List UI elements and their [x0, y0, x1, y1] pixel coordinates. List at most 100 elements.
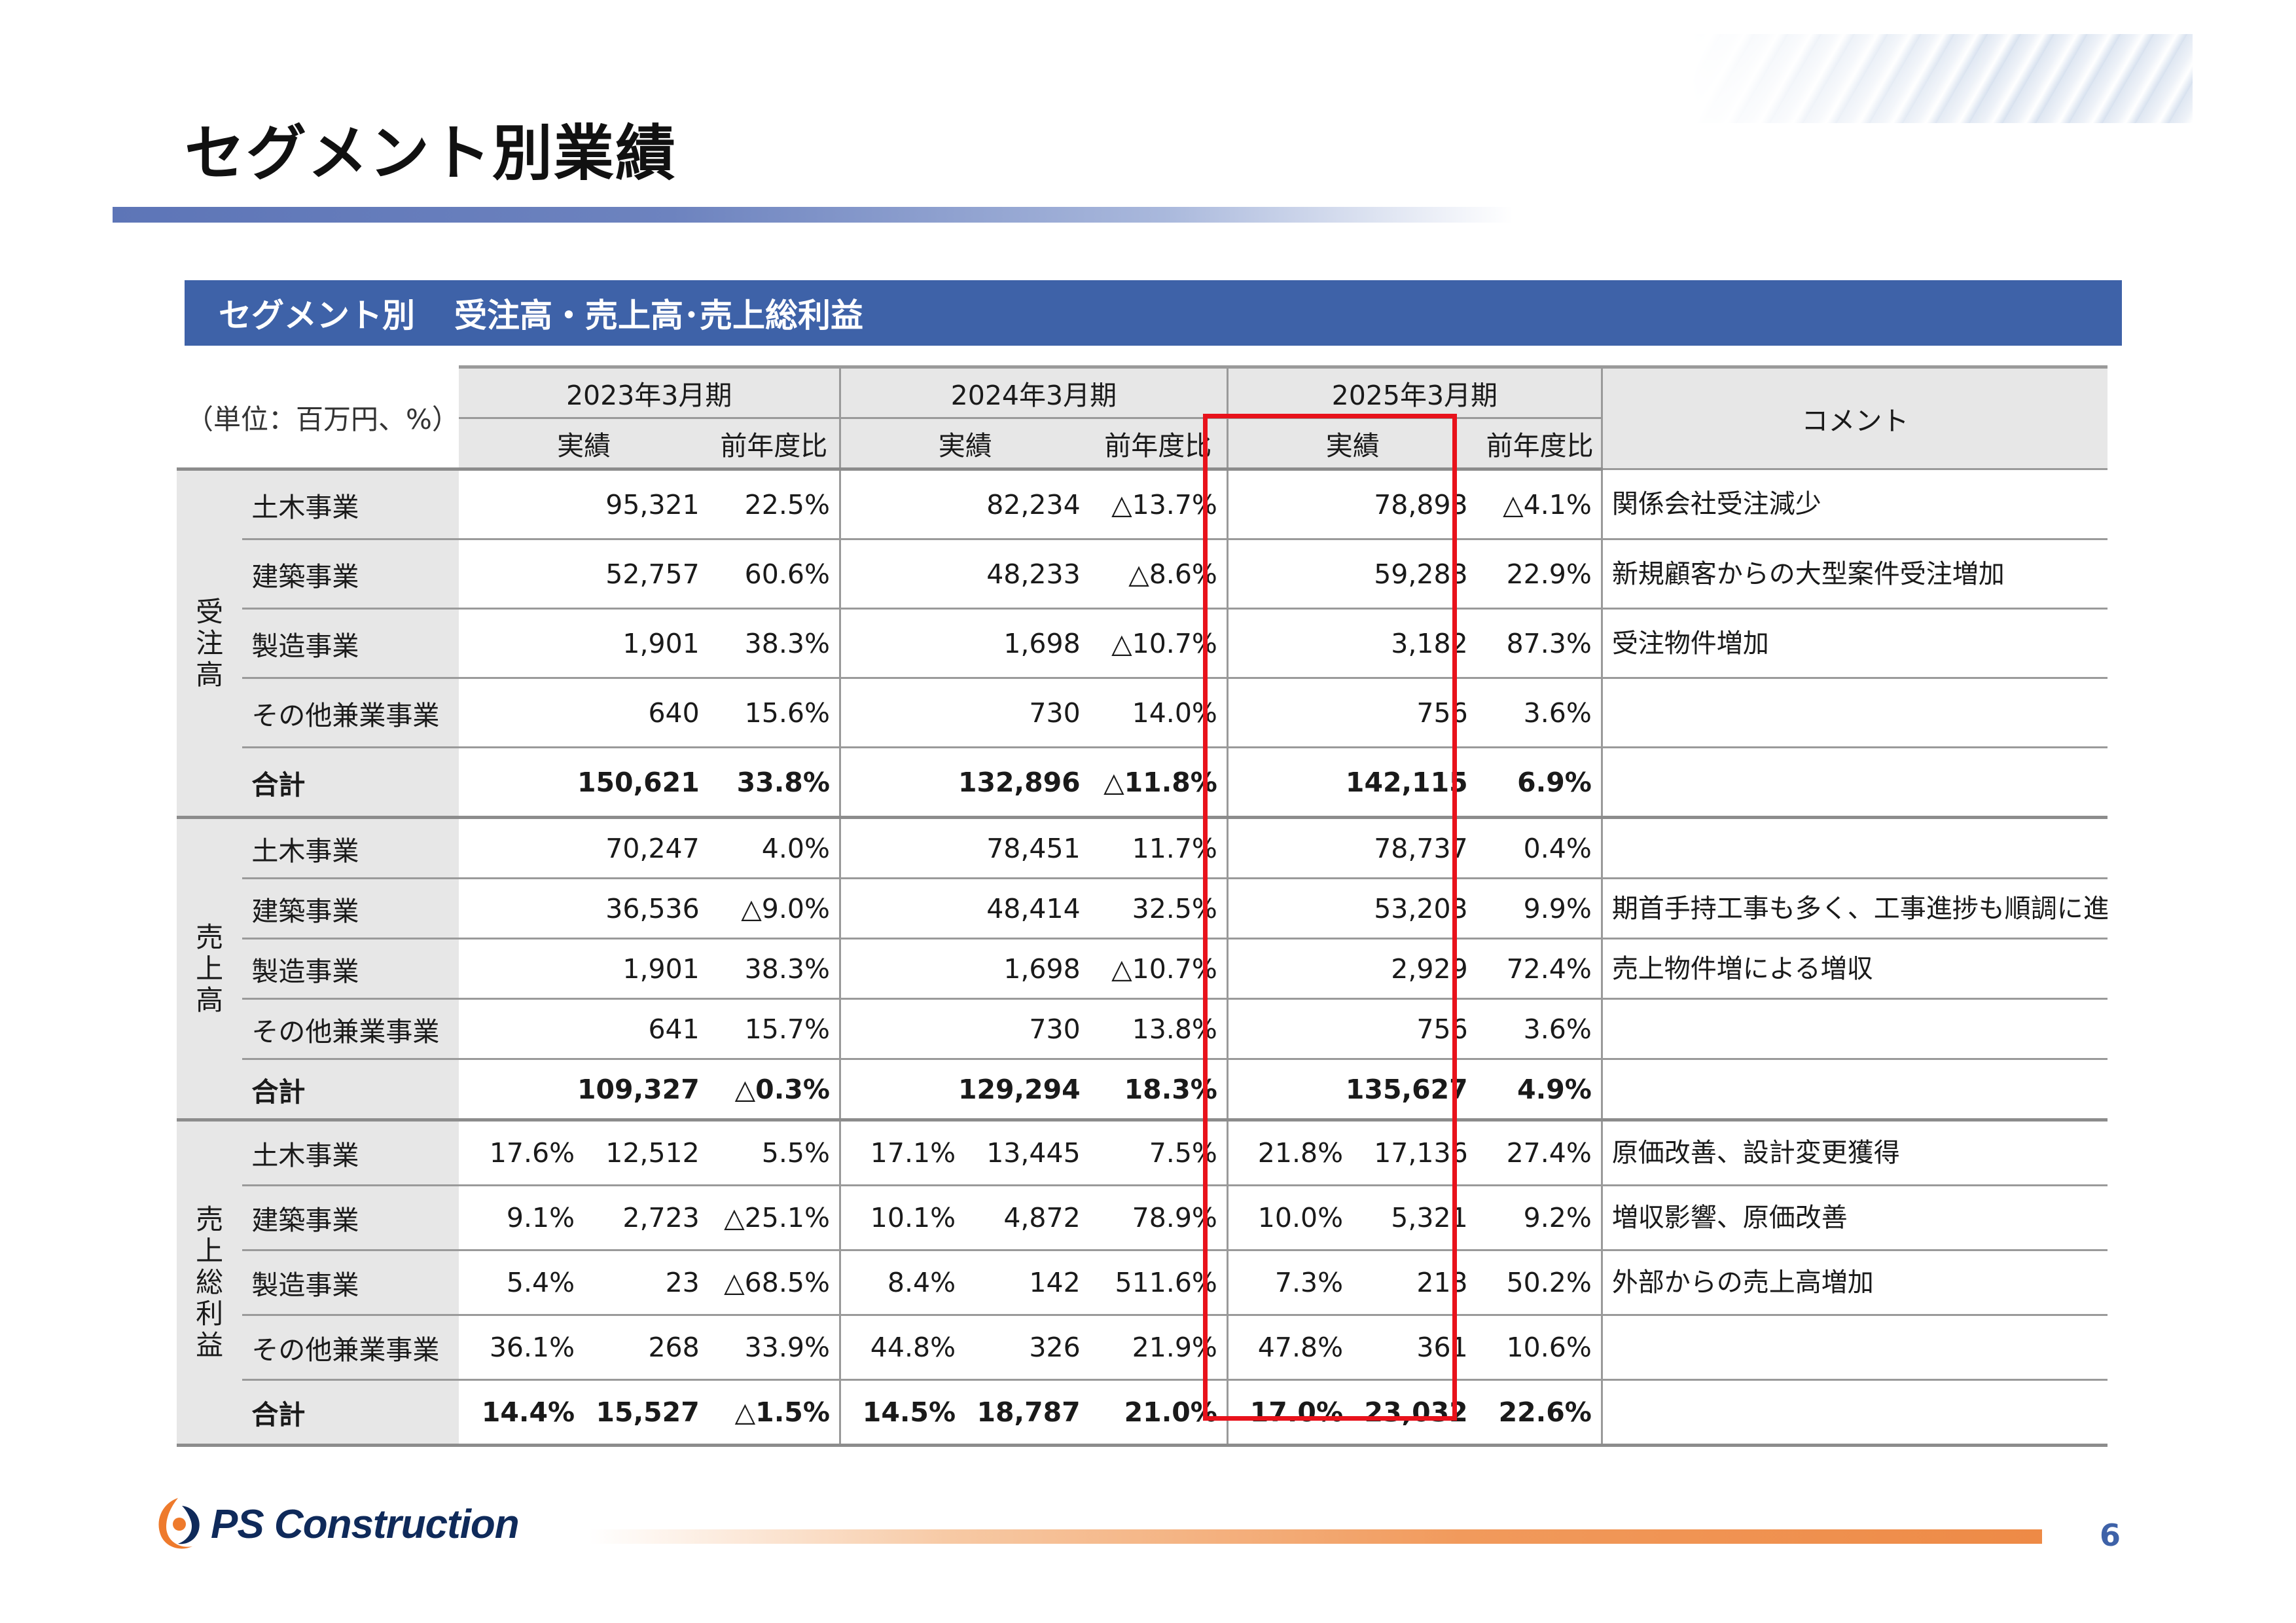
value-2024: 1,698 — [840, 608, 1090, 679]
logo-mark-icon — [158, 1498, 200, 1549]
yoy-header-2023: 前年度比 — [708, 418, 841, 471]
value-2025: 5,321 — [1352, 1185, 1477, 1251]
company-logo: PS Construction — [152, 1491, 520, 1557]
header-decoration — [1689, 34, 2193, 123]
margin-2024: 17.1% — [840, 1120, 965, 1186]
value-2025: 135,627 — [1227, 1059, 1477, 1122]
segment-name: 製造事業 — [242, 1250, 459, 1316]
segment-name: 合計 — [242, 747, 459, 819]
comment-cell — [1600, 1315, 2108, 1381]
value-2023: 1,901 — [459, 608, 709, 679]
value-2024: 132,896 — [840, 747, 1090, 819]
yoy-2023: △25.1% — [708, 1185, 841, 1251]
value-2023: 640 — [459, 678, 709, 748]
value-2023: 2,723 — [584, 1185, 709, 1251]
value-2025: 59,283 — [1227, 539, 1477, 610]
value-2023: 95,321 — [459, 469, 709, 540]
yoy-2023: △9.0% — [708, 878, 841, 939]
actual-header-2025: 実績 — [1227, 418, 1477, 471]
yoy-2024: △10.7% — [1089, 938, 1229, 1000]
margin-2024: 44.8% — [840, 1315, 965, 1381]
yoy-2024: △8.6% — [1089, 539, 1229, 610]
comment-cell — [1600, 1059, 2108, 1122]
yoy-2024: △10.7% — [1089, 608, 1229, 679]
segment-name: その他兼業事業 — [242, 1315, 459, 1381]
segment-name: 合計 — [242, 1379, 459, 1447]
group-label-sales: 売上高 — [177, 817, 243, 1122]
yoy-2023: 5.5% — [708, 1120, 841, 1186]
yoy-2023: 22.5% — [708, 469, 841, 540]
segment-name: その他兼業事業 — [242, 998, 459, 1060]
comment-cell: 受注物件増加 — [1600, 608, 2108, 679]
segment-name: 合計 — [242, 1059, 459, 1122]
table-row: 製造事業 1,901 38.3% 1,698 △10.7% 3,182 87.3… — [177, 608, 2108, 679]
yoy-2023: 15.6% — [708, 678, 841, 748]
total-row: 合計 109,327 △0.3% 129,294 18.3% 135,627 4… — [177, 1059, 2108, 1122]
yoy-2025: 3.6% — [1477, 678, 1602, 748]
value-2024: 129,294 — [840, 1059, 1090, 1122]
value-2024: 4,872 — [965, 1185, 1090, 1251]
yoy-2025: 87.3% — [1477, 608, 1602, 679]
value-2024: 1,698 — [840, 938, 1090, 1000]
table-row: その他兼業事業 36.1% 268 33.9% 44.8% 326 21.9% … — [177, 1315, 2108, 1381]
margin-2023: 14.4% — [459, 1379, 584, 1447]
margin-2023: 9.1% — [459, 1185, 584, 1251]
comment-cell: 増収影響、原価改善 — [1600, 1185, 2108, 1251]
table-row: 製造事業 1,901 38.3% 1,698 △10.7% 2,929 72.4… — [177, 938, 2108, 1000]
comment-cell — [1600, 1379, 2108, 1447]
value-2023: 268 — [584, 1315, 709, 1381]
yoy-2024: 21.0% — [1089, 1379, 1229, 1447]
segment-name: 土木事業 — [242, 469, 459, 540]
value-2025: 53,203 — [1227, 878, 1477, 939]
yoy-2024: △13.7% — [1089, 469, 1229, 540]
table-row: 建築事業 36,536 △9.0% 48,414 32.5% 53,203 9.… — [177, 878, 2108, 939]
margin-2025: 17.0% — [1227, 1379, 1353, 1447]
value-2025: 23,032 — [1352, 1379, 1477, 1447]
value-2025: 142,115 — [1227, 747, 1477, 819]
yoy-2024: 511.6% — [1089, 1250, 1229, 1316]
margin-2025: 21.8% — [1227, 1120, 1353, 1186]
value-2023: 150,621 — [459, 747, 709, 819]
value-2024: 326 — [965, 1315, 1090, 1381]
value-2023: 641 — [459, 998, 709, 1060]
value-2024: 48,414 — [840, 878, 1090, 939]
value-2024: 13,445 — [965, 1120, 1090, 1186]
yoy-header-2024: 前年度比 — [1089, 418, 1229, 471]
page-title: セグメント別業績 — [185, 119, 677, 189]
page-number: 6 — [2100, 1518, 2121, 1553]
value-2023: 15,527 — [584, 1379, 709, 1447]
comment-cell — [1600, 678, 2108, 748]
value-2024: 48,233 — [840, 539, 1090, 610]
yoy-2025: 0.4% — [1477, 817, 1602, 879]
value-2024: 82,234 — [840, 469, 1090, 540]
total-row: 合計 14.4% 15,527 △1.5% 14.5% 18,787 21.0%… — [177, 1379, 2108, 1447]
yoy-2025: 4.9% — [1477, 1059, 1602, 1122]
segment-name: 建築事業 — [242, 878, 459, 939]
table-row: 売上総利益 土木事業 17.6% 12,512 5.5% 17.1% 13,44… — [177, 1120, 2108, 1447]
segment-name: 製造事業 — [242, 938, 459, 1000]
yoy-2025: 22.9% — [1477, 539, 1602, 610]
yoy-2024: 32.5% — [1089, 878, 1229, 939]
yoy-2023: △68.5% — [708, 1250, 841, 1316]
value-2024: 142 — [965, 1250, 1090, 1316]
yoy-2023: 15.7% — [708, 998, 841, 1060]
segment-name: 建築事業 — [242, 1185, 459, 1251]
section-header: セグメント別 受注高・売上高･売上総利益 — [185, 280, 2122, 346]
yoy-2024: △11.8% — [1089, 747, 1229, 819]
value-2025: 756 — [1227, 998, 1477, 1060]
group-label-gross-profit: 売上総利益 — [177, 1120, 243, 1447]
yoy-2025: 3.6% — [1477, 998, 1602, 1060]
yoy-2023: △0.3% — [708, 1059, 841, 1122]
margin-2023: 17.6% — [459, 1120, 584, 1186]
value-2025: 2,929 — [1227, 938, 1477, 1000]
segment-name: 土木事業 — [242, 1120, 459, 1186]
yoy-2025: 72.4% — [1477, 938, 1602, 1000]
yoy-2025: 10.6% — [1477, 1315, 1602, 1381]
yoy-2024: 18.3% — [1089, 1059, 1229, 1122]
value-2023: 36,536 — [459, 878, 709, 939]
value-2025: 78,893 — [1227, 469, 1477, 540]
yoy-2023: 33.9% — [708, 1315, 841, 1381]
logo-text: PS Construction — [211, 1501, 520, 1547]
year-2023-header: 2023年3月期 — [459, 365, 841, 419]
value-2024: 730 — [840, 998, 1090, 1060]
